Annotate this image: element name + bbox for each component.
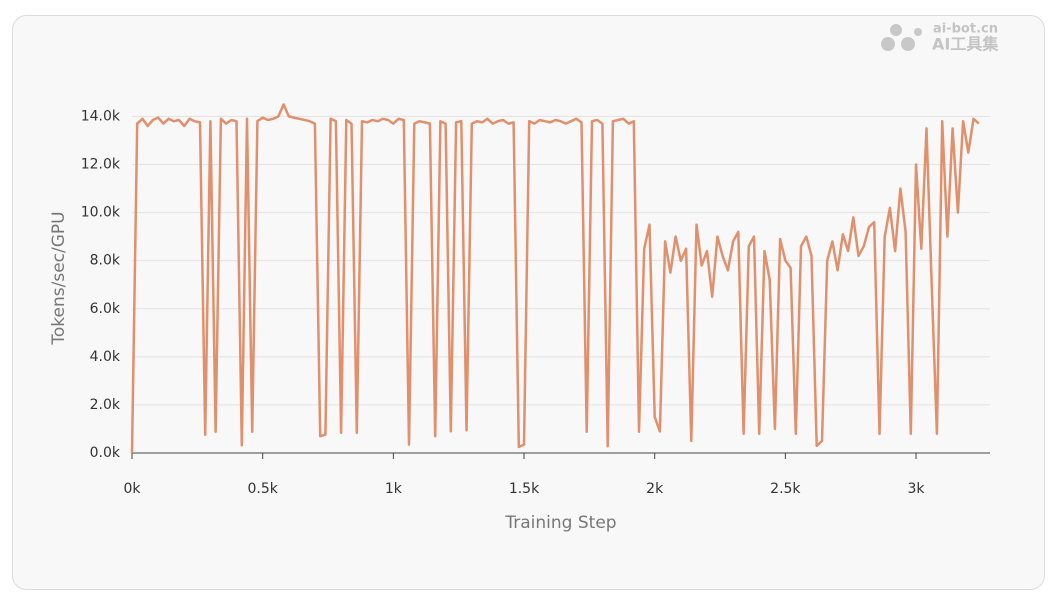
series-line <box>130 103 980 454</box>
y-tick-label: 8.0k <box>90 253 121 269</box>
x-tick-label: 0.5k <box>247 481 278 497</box>
x-tick-label: 1k <box>385 481 403 497</box>
y-tick-label: 4.0k <box>90 349 121 365</box>
x-tick-label: 2k <box>646 481 664 497</box>
y-tick-label: 6.0k <box>90 301 121 317</box>
x-tick-label: 1.5k <box>509 481 540 497</box>
x-tick-label: 0k <box>123 481 141 497</box>
y-tick-label: 12.0k <box>81 157 121 173</box>
y-tick-label: 0.0k <box>90 445 121 461</box>
x-axis-title: Training Step <box>504 513 616 533</box>
x-tick-label: 3k <box>908 481 926 497</box>
watermark-icon <box>881 24 922 51</box>
y-tick-label: 2.0k <box>90 397 121 413</box>
watermark-site: ai-bot.cn <box>933 22 998 37</box>
y-tick-label: 14.0k <box>81 108 121 124</box>
x-tick-label: 2.5k <box>770 481 801 497</box>
y-axis-title: Tokens/sec/GPU <box>49 211 69 345</box>
watermark-name: AI工具集 <box>932 35 999 54</box>
y-tick-label: 10.0k <box>81 205 121 221</box>
card <box>12 15 1045 590</box>
